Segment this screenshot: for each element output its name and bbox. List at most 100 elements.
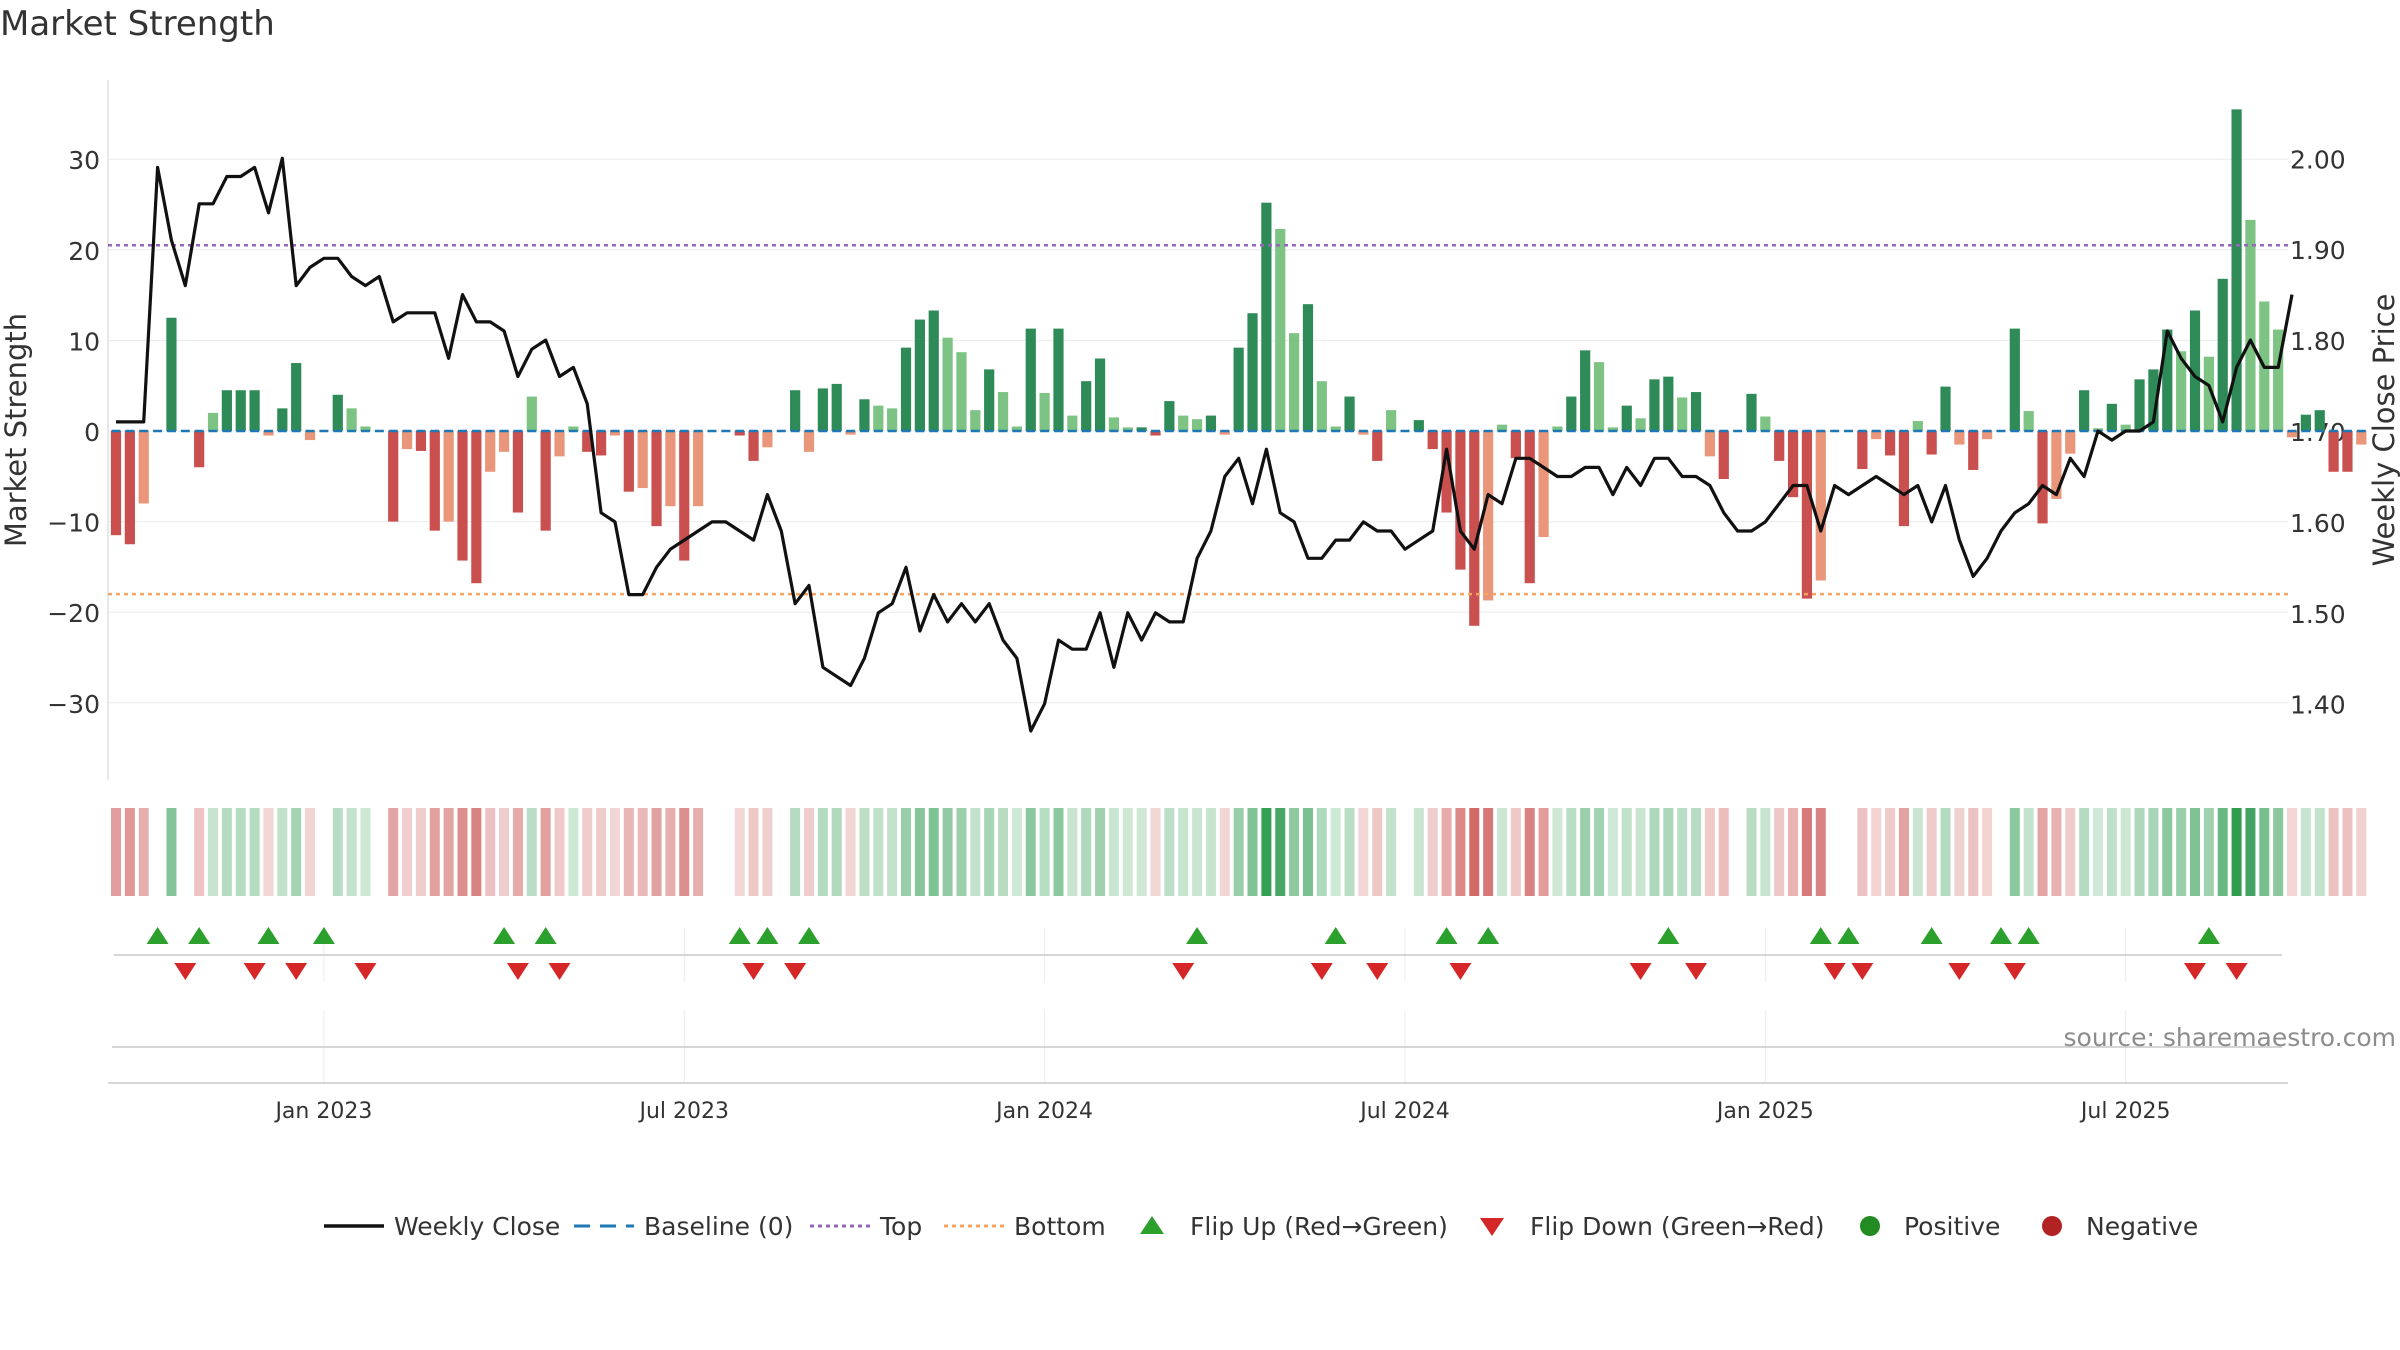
heat-cell (2287, 808, 2298, 896)
heat-cell (762, 808, 773, 896)
strength-bar (457, 431, 468, 561)
flip-up-marker (534, 927, 557, 944)
strength-bar (1053, 328, 1064, 431)
heat-cell (2092, 808, 2103, 896)
strength-bar (997, 392, 1009, 431)
strength-bar (1760, 416, 1771, 431)
heat-cell (956, 808, 967, 896)
legend-label-negative: Negative (2086, 1212, 2198, 1241)
heat-cell (2231, 808, 2242, 896)
strength-bar (1386, 410, 1397, 431)
strength-bar (401, 431, 413, 450)
flip-up-marker (1435, 927, 1458, 944)
heat-cell (2259, 808, 2270, 896)
heat-cell (1898, 808, 1909, 896)
y2-axis-label: Weekly Close Price (2367, 294, 2400, 567)
strength-bar (485, 431, 496, 472)
flip-down-marker (1629, 963, 1652, 980)
heat-cell (1372, 808, 1383, 896)
heat-cell (124, 808, 135, 896)
flip-down-marker (506, 963, 529, 980)
strength-bar (1968, 431, 1979, 470)
heat-cell (2120, 808, 2131, 896)
heat-cell (1427, 808, 1438, 896)
strength-bar (942, 337, 953, 431)
heat-cell (1483, 808, 1494, 896)
strength-bar (1358, 431, 1369, 435)
heat-cell (2314, 808, 2325, 896)
heat-cell (2148, 808, 2159, 896)
strength-bar (914, 319, 925, 431)
heat-cell (1053, 808, 1064, 896)
heat-cell (1164, 808, 1175, 896)
flip-up-marker (2017, 927, 2040, 944)
strength-bar (1427, 431, 1438, 450)
strength-bar (2356, 431, 2367, 445)
strength-bar (596, 431, 607, 456)
heat-cell (415, 808, 426, 896)
heat-cell (1621, 808, 1632, 896)
strength-bar (1275, 228, 1286, 431)
heat-cell (1261, 808, 1272, 896)
heat-cell (2065, 808, 2076, 896)
y-tick-label: 30 (68, 146, 100, 175)
strength-bar (831, 383, 842, 431)
legend-negative-swatch (2042, 1216, 2062, 1236)
strength-bar (1801, 431, 1813, 599)
strength-bar (568, 426, 579, 431)
heat-cell (554, 808, 565, 896)
heat-cell (2079, 808, 2090, 896)
heat-cell (1718, 808, 1729, 896)
heat-cell (1192, 808, 1203, 896)
strength-bar (1704, 431, 1715, 457)
heat-cell (582, 808, 593, 896)
heat-cell (1178, 808, 1189, 896)
strength-bar (1884, 431, 1896, 456)
y2-tick-label: 1.50 (2290, 600, 2346, 629)
heat-cell (208, 808, 219, 896)
weekly-close-series (116, 156, 2294, 733)
strength-bar (1011, 426, 1022, 431)
heat-cell (1497, 808, 1507, 896)
strength-bar (734, 431, 745, 436)
flip-down-marker (1310, 963, 1333, 980)
bottom-panel: source: sharemaestro.com (108, 1023, 2396, 1084)
strength-bar (1316, 381, 1327, 431)
y-axis-ticks: 30 20 10 0 −10 −20 −30 (47, 146, 100, 719)
heat-cell (845, 808, 856, 896)
heat-cell (1136, 808, 1147, 896)
strength-bar (1746, 393, 1757, 431)
heat-cell (1108, 808, 1119, 896)
strength-bar (1621, 405, 1632, 431)
x-tick-label: Jan 2023 (273, 1099, 372, 1124)
strength-bar (790, 390, 801, 431)
strength-bar (332, 394, 343, 431)
strength-bar (1067, 415, 1078, 431)
flip-up-marker (1657, 927, 1680, 944)
heat-cell (346, 808, 357, 896)
heat-cell (388, 808, 399, 896)
strength-bar (1787, 431, 1799, 498)
legend-label-flip-up: Flip Up (Red→Green) (1190, 1212, 1448, 1241)
heat-cell (1413, 808, 1424, 896)
heat-cell (928, 808, 939, 896)
strength-bar (1718, 431, 1729, 480)
heat-cell (457, 808, 468, 896)
heat-cell (402, 808, 413, 896)
strength-bar (1178, 415, 1189, 431)
heat-cell (1552, 808, 1563, 896)
heat-cell (1663, 808, 1674, 896)
x-tick-label: Jul 2024 (1358, 1099, 1450, 1124)
strength-bar (221, 390, 232, 431)
flip-down-marker (548, 963, 571, 980)
strength-bar (1094, 358, 1106, 431)
heat-cell (540, 808, 551, 896)
strength-bar (873, 405, 884, 431)
strength-bar (2134, 379, 2145, 431)
strength-bar (2203, 356, 2214, 431)
legend-label-positive: Positive (1904, 1212, 2000, 1241)
heat-cell (1219, 808, 1230, 896)
flip-down-marker (2225, 963, 2248, 980)
heat-cell (1344, 808, 1355, 896)
flip-down-marker (285, 963, 308, 980)
